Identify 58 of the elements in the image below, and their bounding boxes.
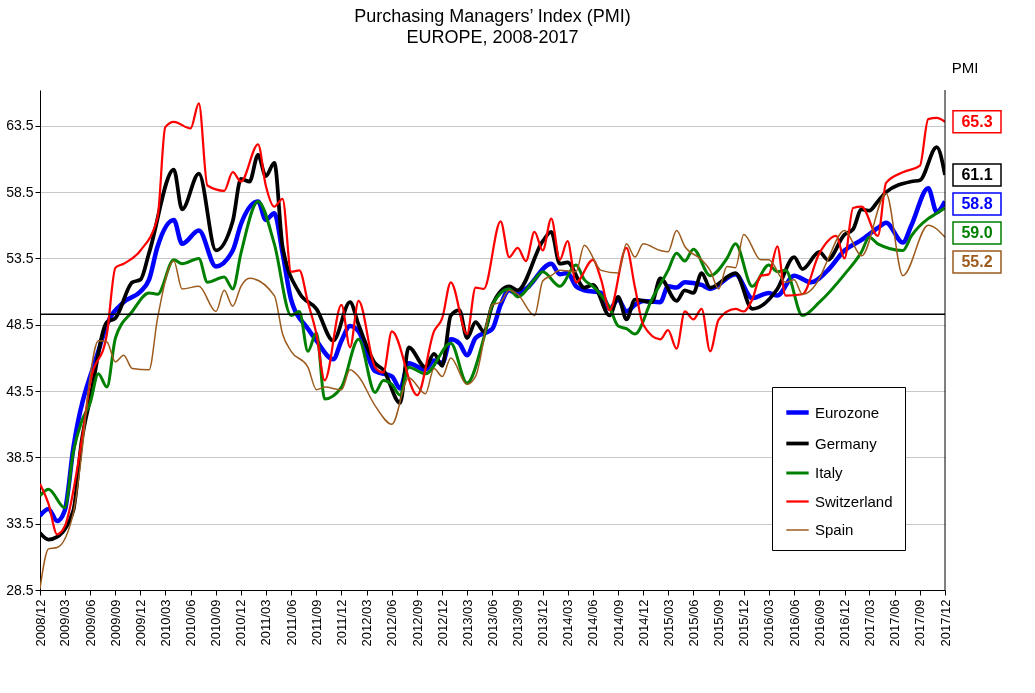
x-tick-label: 2014/12: [635, 599, 651, 647]
x-tick-label: 2013/09: [510, 599, 526, 647]
x-tick-label: 2010/06: [183, 599, 199, 647]
y-tick-label: 58.5: [6, 183, 34, 200]
chart-subtitle: EUROPE, 2008-2017: [406, 27, 579, 47]
x-tick-label: 2010/12: [233, 599, 249, 647]
x-tick-label: 2016/06: [786, 599, 802, 647]
annotation: 58.8: [961, 194, 993, 212]
y-tick-label: 38.5: [6, 448, 34, 465]
y-tick-label: 28.5: [6, 581, 34, 598]
x-tick-label: 2012/09: [409, 599, 425, 647]
y2-axis-title: PMI: [951, 59, 979, 76]
x-tick-label: 2012/03: [359, 599, 375, 647]
y-tick-label: 43.5: [6, 382, 34, 399]
x-tick-label: 2013/12: [535, 599, 551, 647]
x-tick-label: 2017/03: [861, 599, 877, 647]
x-tick-label: 2016/03: [761, 599, 777, 647]
x-tick-label: 2017/06: [887, 599, 903, 647]
chart-title: Purchasing Managers’ Index (PMI): [354, 6, 631, 26]
y-tick-label: 53.5: [6, 249, 34, 266]
x-tick-label: 2014/03: [560, 599, 576, 647]
x-tick-label: 2010/03: [157, 599, 173, 647]
annotation: 65.3: [961, 112, 993, 130]
annotation: 61.1: [961, 165, 993, 183]
x-tick-label: 2009/06: [82, 599, 98, 647]
annotation: 55.2: [961, 252, 993, 270]
x-tick-label: 2012/12: [434, 599, 450, 647]
x-tick-label: 2013/03: [459, 599, 475, 647]
legend-label: Eurozone: [815, 403, 880, 421]
x-tick-label: 2015/03: [660, 599, 676, 647]
x-tick-label: 2016/12: [837, 599, 853, 647]
y-tick-label: 33.5: [6, 515, 34, 532]
x-tick-label: 2015/09: [711, 599, 727, 647]
x-tick-label: 2009/03: [57, 599, 73, 647]
x-tick-label: 2011/06: [283, 599, 299, 646]
x-tick-label: 2012/06: [384, 599, 400, 647]
x-tick-label: 2011/03: [258, 599, 274, 646]
legend-label: Spain: [815, 521, 854, 538]
x-tick-label: 2014/09: [610, 599, 626, 647]
x-tick-label: 2015/06: [685, 599, 701, 647]
x-tick-label: 2009/09: [107, 599, 123, 647]
y-tick-label: 48.5: [6, 316, 34, 333]
y-tick-label: 63.5: [6, 117, 34, 134]
x-tick-label: 2014/06: [585, 599, 601, 647]
x-tick-label: 2017/12: [937, 599, 953, 647]
legend-label: Germany: [815, 434, 878, 452]
x-tick-label: 2009/12: [132, 599, 148, 647]
x-tick-label: 2016/09: [811, 599, 827, 647]
annotation: 59.0: [961, 223, 993, 241]
x-tick-label: 2017/09: [912, 599, 928, 647]
x-tick-label: 2010/09: [208, 599, 224, 647]
legend-label: Switzerland: [815, 492, 893, 510]
x-tick-label: 2015/12: [736, 599, 752, 647]
x-tick-label: 2011/09: [308, 599, 324, 646]
x-tick-label: 2011/12: [333, 599, 349, 646]
x-tick-label: 2013/06: [484, 599, 500, 647]
legend-label: Italy: [815, 464, 844, 481]
x-tick-label: 2008/12: [32, 599, 48, 647]
